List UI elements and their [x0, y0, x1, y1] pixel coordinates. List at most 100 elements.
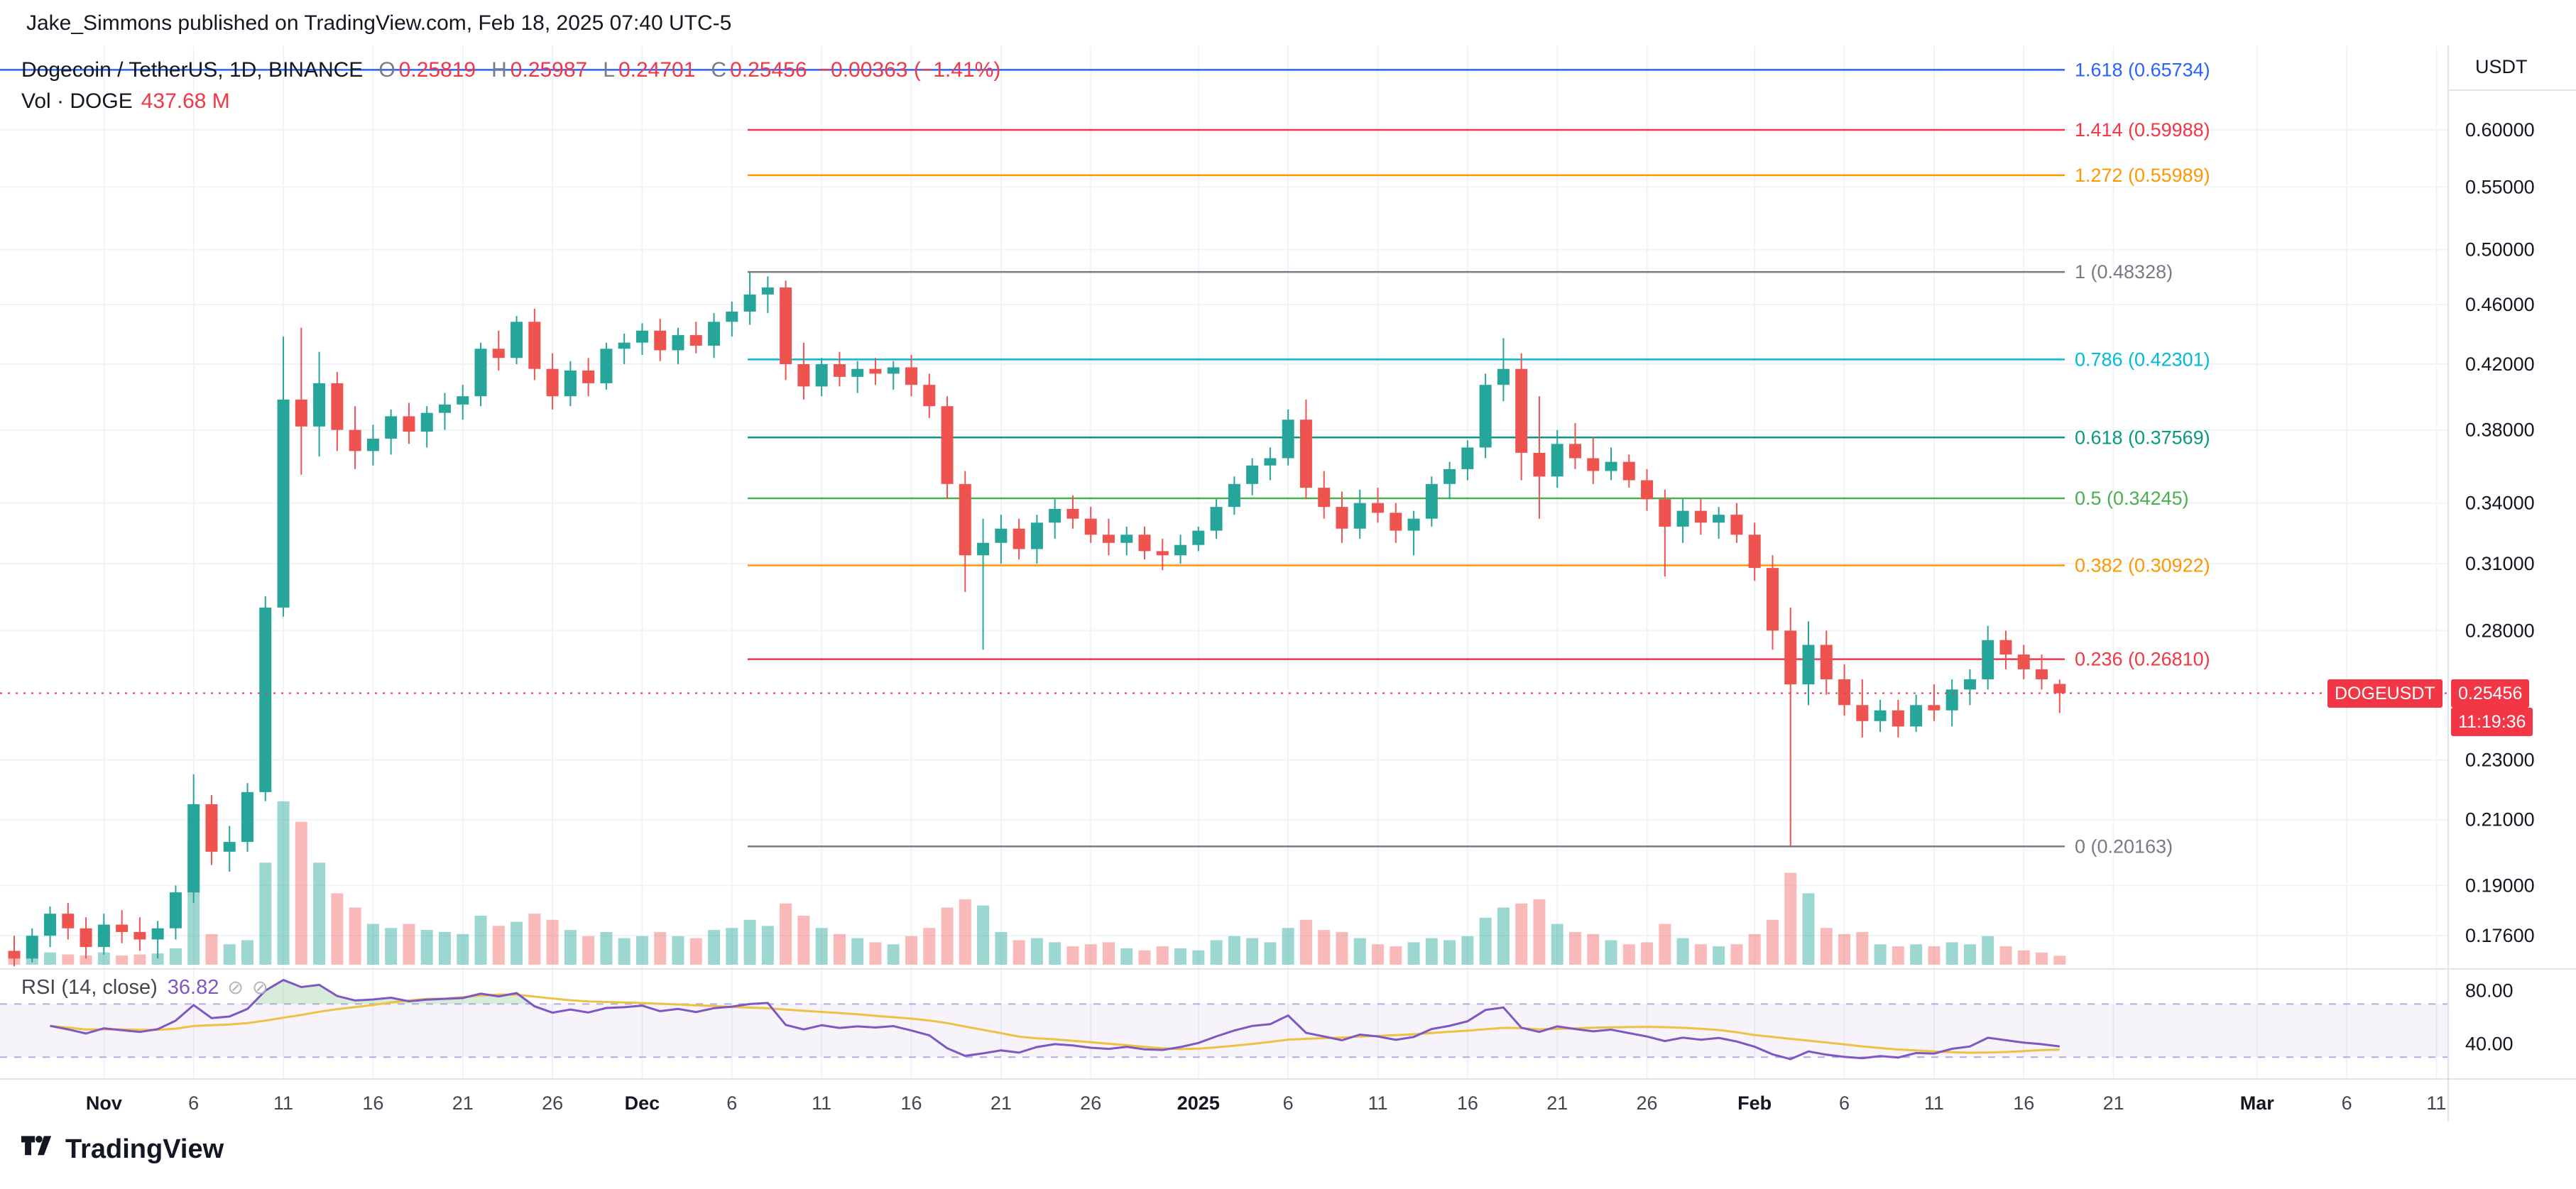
volume-series [8, 801, 2066, 965]
volume-bar [1713, 946, 1725, 965]
time-axis[interactable]: Nov 6 11 16 21 26 Dec 6 11 16 21 26 2025 6 11 16 21 26 Feb… [86, 1092, 2447, 1114]
candle [1030, 522, 1043, 549]
volume-bar [1928, 946, 1941, 965]
volume-bar [205, 933, 218, 965]
svg-text:0.21000: 0.21000 [2465, 809, 2535, 831]
symbol-title[interactable]: Dogecoin / TetherUS, 1D, BINANCE [21, 58, 364, 82]
volume-row: Vol · DOGE 437.68 M [21, 86, 1000, 117]
candle [1676, 510, 1689, 527]
volume-bar [1299, 919, 1312, 965]
ohlc-values: O 0.25819 H 0.25987 L 0.24701 C 0.25456 −0.00363… [363, 58, 1000, 82]
svg-text:Nov: Nov [86, 1092, 122, 1114]
rsi-ma-line [50, 993, 2060, 1054]
svg-text:6: 6 [188, 1092, 199, 1114]
volume-bar [1515, 903, 1528, 965]
rsi-value: 36.82 [167, 976, 219, 999]
svg-text:Mar: Mar [2240, 1092, 2275, 1114]
volume-bar [1049, 942, 1061, 965]
candle [1622, 461, 1635, 481]
candle [797, 364, 810, 387]
open-value: 0.25819 [398, 58, 476, 82]
svg-text:0.60000: 0.60000 [2465, 119, 2535, 141]
brand-name[interactable]: TradingView [65, 1134, 224, 1164]
candle [1497, 368, 1510, 385]
indicator-settings-icon[interactable]: ⊘ [252, 977, 268, 998]
rsi-label[interactable]: RSI (14, close) [21, 976, 158, 999]
volume-bar [97, 952, 110, 965]
footer: TradingView [21, 1134, 224, 1165]
volume-bar [1748, 933, 1761, 965]
candle [1084, 518, 1097, 535]
low-value: 0.24701 [618, 58, 696, 82]
candle [905, 367, 917, 385]
volume-bar [1336, 932, 1348, 965]
svg-text:Feb: Feb [1737, 1092, 1772, 1114]
candle [1138, 535, 1151, 552]
volume-bar [546, 919, 559, 965]
volume-label[interactable]: Vol · DOGE [21, 89, 133, 113]
candle [8, 950, 21, 959]
candle [1802, 645, 1815, 685]
volume-bar [1659, 924, 1671, 965]
svg-text:21: 21 [1546, 1092, 1568, 1114]
candle [1013, 528, 1025, 549]
change-value: −0.00363 (−1.41%) [818, 58, 1001, 82]
candlestick-series [8, 272, 2066, 967]
pane-separators [0, 46, 2576, 1122]
candle [1766, 568, 1779, 631]
candle [133, 931, 146, 940]
tradingview-logo-icon[interactable] [21, 1134, 54, 1165]
volume-bar [1461, 936, 1474, 965]
candle [743, 294, 756, 312]
svg-text:0.17600: 0.17600 [2465, 925, 2535, 946]
svg-text:0.382 (0.30922): 0.382 (0.30922) [2075, 554, 2210, 576]
svg-text:11: 11 [273, 1092, 293, 1114]
candle [2036, 669, 2048, 679]
candle [331, 383, 344, 430]
volume-bar [349, 907, 361, 965]
candle [420, 412, 433, 432]
svg-text:26: 26 [542, 1092, 563, 1114]
candle [403, 416, 415, 432]
chart-area[interactable]: 1.618 (0.65734) 1.414 (0.59988) 1.272 (0.5… [0, 46, 2576, 1122]
volume-bar [869, 942, 882, 965]
svg-text:1.272 (0.55989): 1.272 (0.55989) [2075, 165, 2210, 186]
price-axis-currency[interactable]: USDT [2475, 56, 2528, 77]
volume-bar [44, 952, 57, 965]
high-value: 0.25987 [510, 58, 588, 82]
svg-text:0.236 (0.26810): 0.236 (0.26810) [2075, 649, 2210, 670]
volume-bar [1497, 907, 1510, 965]
volume-bar [977, 905, 990, 965]
volume-bar [1641, 942, 1654, 965]
volume-bar [80, 955, 92, 965]
price-axis[interactable]: 0.60000 0.55000 0.50000 0.46000 0.42000 0.380… [2465, 119, 2535, 1055]
candle [1999, 640, 2012, 655]
candle [869, 368, 882, 374]
volume-bar [511, 921, 523, 965]
close-label: C [711, 58, 727, 82]
candle [726, 311, 738, 322]
volume-bar [241, 940, 254, 965]
price-chart-canvas[interactable]: 1.618 (0.65734) 1.414 (0.59988) 1.272 (0.5… [0, 46, 2576, 1122]
hide-indicator-icon[interactable]: ⊘ [227, 977, 244, 998]
volume-bar [1982, 936, 1994, 965]
candle [1820, 645, 1833, 679]
chart-legend: Dogecoin / TetherUS, 1D, BINANCE O 0.25819… [21, 55, 1000, 117]
candle [887, 367, 900, 374]
candle [492, 349, 505, 358]
candle [169, 892, 182, 928]
candle [259, 607, 272, 792]
candle [618, 342, 631, 349]
high-label: H [491, 58, 507, 82]
volume-bar [457, 933, 469, 965]
candle [1336, 507, 1348, 529]
volume-bar [1246, 938, 1259, 965]
volume-bar [708, 930, 721, 965]
candle [833, 364, 846, 377]
candle [385, 416, 398, 439]
svg-text:16: 16 [2013, 1092, 2034, 1114]
candle [1515, 368, 1528, 453]
volume-bar [2053, 955, 2066, 965]
fib-retracement[interactable]: 1.618 (0.65734) 1.414 (0.59988) 1.272 (0.5… [0, 59, 2210, 857]
volume-bar [959, 899, 971, 965]
